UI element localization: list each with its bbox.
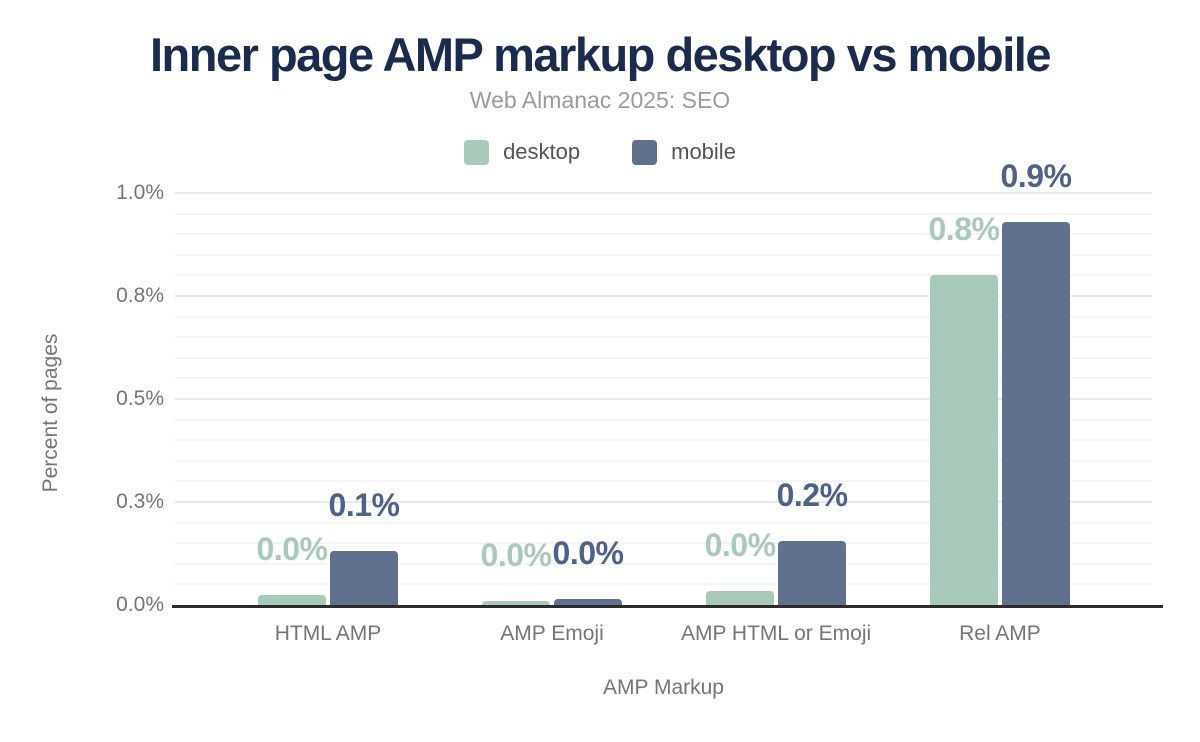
minor-gridline — [175, 562, 1152, 565]
x-tick-label-html-amp: HTML AMP — [274, 622, 382, 645]
bar-mobile-rel-amp[interactable] — [1001, 221, 1070, 605]
y-tick-label: 0.8% — [116, 284, 164, 307]
x-tick-label-rel-amp: Rel AMP — [959, 622, 1041, 645]
major-gridline — [175, 295, 1152, 297]
value-label-desktop-html-amp: 0.0% — [256, 530, 328, 567]
minor-gridline — [175, 315, 1152, 318]
minor-gridline — [175, 377, 1152, 380]
bar-mobile-amp-emoji[interactable] — [554, 598, 623, 605]
minor-gridline — [175, 439, 1152, 442]
mobile-legend-label: mobile — [671, 139, 736, 164]
y-tick-label: 1.0% — [116, 181, 164, 204]
chart-subtitle: Web Almanac 2025: SEO — [469, 87, 731, 113]
desktop-swatch-icon — [464, 139, 490, 165]
value-label-mobile-amp-emoji: 0.0% — [552, 534, 624, 571]
minor-gridline — [175, 418, 1152, 421]
chart-legend: desktop mobile — [0, 139, 1200, 165]
value-label-desktop-amp-emoji: 0.0% — [480, 536, 552, 573]
gridlines — [175, 192, 1152, 605]
x-axis-title: AMP Markup — [603, 676, 724, 699]
minor-gridline — [175, 274, 1152, 277]
minor-gridline — [175, 212, 1152, 215]
minor-gridline — [175, 253, 1152, 256]
legend-item-desktop: desktop — [464, 139, 580, 165]
y-tick-label: 0.0% — [116, 593, 164, 616]
value-label-mobile-html-amp: 0.1% — [328, 487, 400, 524]
major-gridline — [175, 192, 1152, 194]
bar-desktop-rel-amp[interactable] — [929, 275, 998, 605]
bar-desktop-amp-emoji[interactable] — [482, 600, 551, 605]
desktop-legend-label: desktop — [503, 139, 581, 164]
x-tick-label-amp-emoji: AMP Emoji — [500, 622, 604, 645]
x-axis-line — [172, 605, 1163, 608]
bars-layer: 0.0% 0.1% 0.0% 0.0% 0.0% 0.2% 0.8% 0.9% — [175, 160, 1152, 605]
bar-mobile-html-amp[interactable] — [329, 551, 398, 605]
major-gridline — [175, 501, 1152, 503]
minor-gridline — [175, 480, 1152, 483]
plot-area: 0.0% 0.3% 0.5% 0.8% 1.0% 0.0% 0.1% 0.0% 0.0% 0.0… — [116, 160, 1163, 645]
y-tick-label: 0.3% — [116, 490, 164, 513]
bar-desktop-html-amp[interactable] — [257, 594, 326, 605]
mobile-swatch-icon — [632, 139, 658, 165]
minor-gridline — [175, 233, 1152, 236]
value-label-mobile-amp-html-or-emoji: 0.2% — [776, 477, 848, 514]
bar-mobile-amp-html-or-emoji[interactable] — [778, 541, 847, 605]
minor-gridline — [175, 521, 1152, 524]
minor-gridline — [175, 336, 1152, 339]
chart-title: Inner page AMP markup desktop vs mobile — [149, 28, 1052, 81]
value-label-mobile-rel-amp: 0.9% — [1000, 157, 1072, 194]
legend-item-mobile: mobile — [632, 139, 736, 165]
value-label-desktop-rel-amp: 0.8% — [928, 211, 1000, 248]
minor-gridline — [175, 583, 1152, 586]
minor-gridline — [175, 459, 1152, 462]
minor-gridline — [175, 356, 1152, 359]
bar-desktop-amp-html-or-emoji[interactable] — [706, 590, 775, 605]
major-gridline — [175, 398, 1152, 400]
y-axis-tick-labels: 0.0% 0.3% 0.5% 0.8% 1.0% — [54, 182, 164, 616]
minor-gridline — [175, 542, 1152, 545]
x-tick-label-amp-html-or-emoji: AMP HTML or Emoji — [680, 622, 872, 645]
y-tick-label: 0.5% — [116, 387, 164, 410]
value-label-desktop-amp-html-or-emoji: 0.0% — [704, 526, 776, 563]
